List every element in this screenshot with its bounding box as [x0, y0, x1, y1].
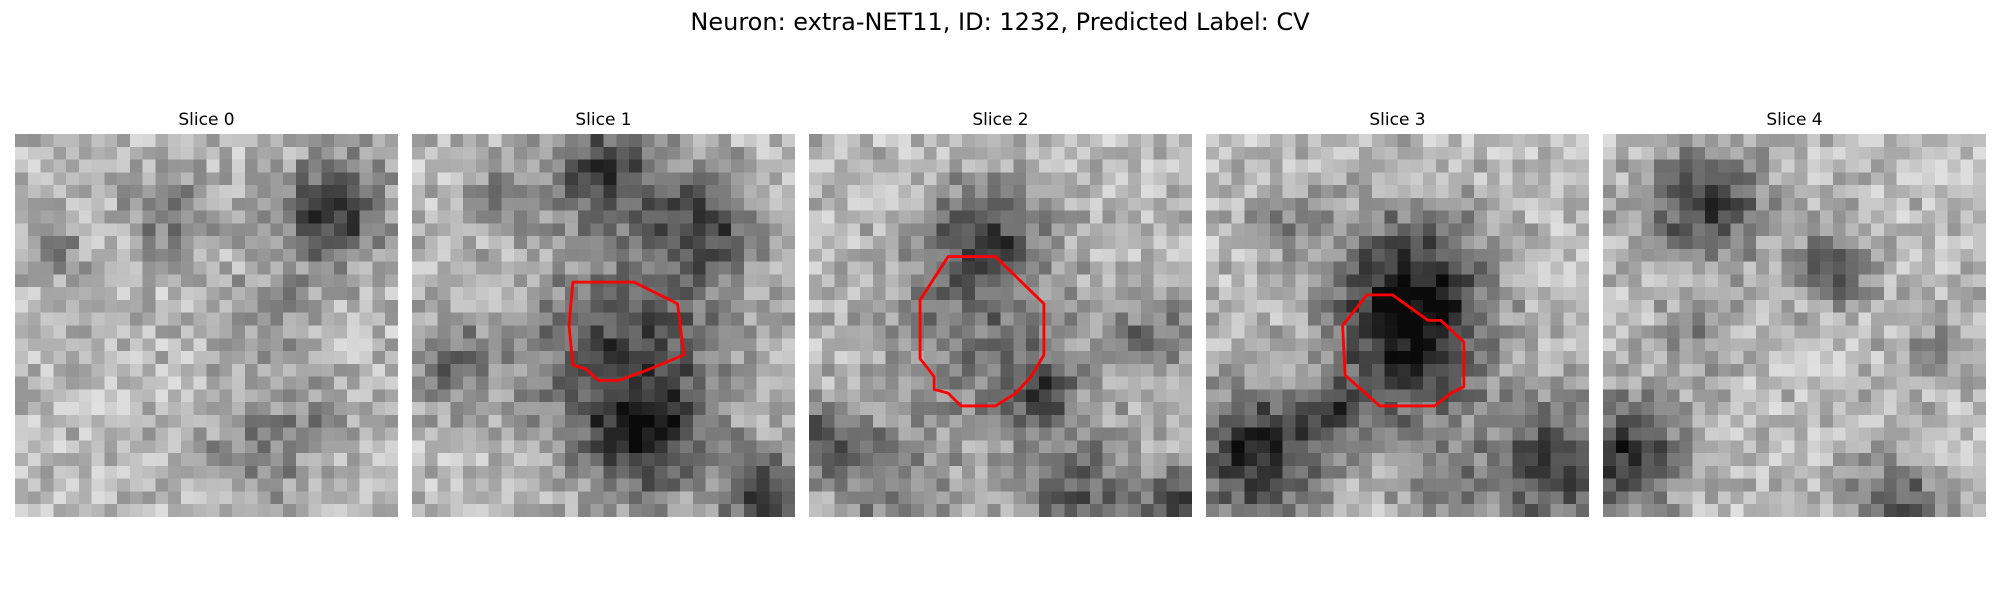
slice-title-1: Slice 1 [575, 110, 632, 130]
cell-contour [1341, 293, 1466, 408]
slice-image-4 [1603, 134, 1986, 517]
slice-image-1 [412, 134, 795, 517]
slice-image-2 [809, 134, 1192, 517]
pixel-grid [1603, 134, 1986, 517]
slice-title-0: Slice 0 [178, 110, 235, 130]
figure-title: Neuron: extra-NET11, ID: 1232, Predicted… [690, 8, 1310, 36]
slice-image-3 [1206, 134, 1589, 517]
slice-title-3: Slice 3 [1369, 110, 1426, 130]
pixel-grid [412, 134, 795, 517]
slice-image-0 [15, 134, 398, 517]
slice-title-4: Slice 4 [1766, 110, 1823, 130]
cell-contour [918, 255, 1046, 408]
pixel-grid [15, 134, 398, 517]
pixel-grid [1206, 134, 1589, 517]
cell-contour [567, 280, 686, 382]
pixel-grid [809, 134, 1192, 517]
slice-title-2: Slice 2 [972, 110, 1029, 130]
